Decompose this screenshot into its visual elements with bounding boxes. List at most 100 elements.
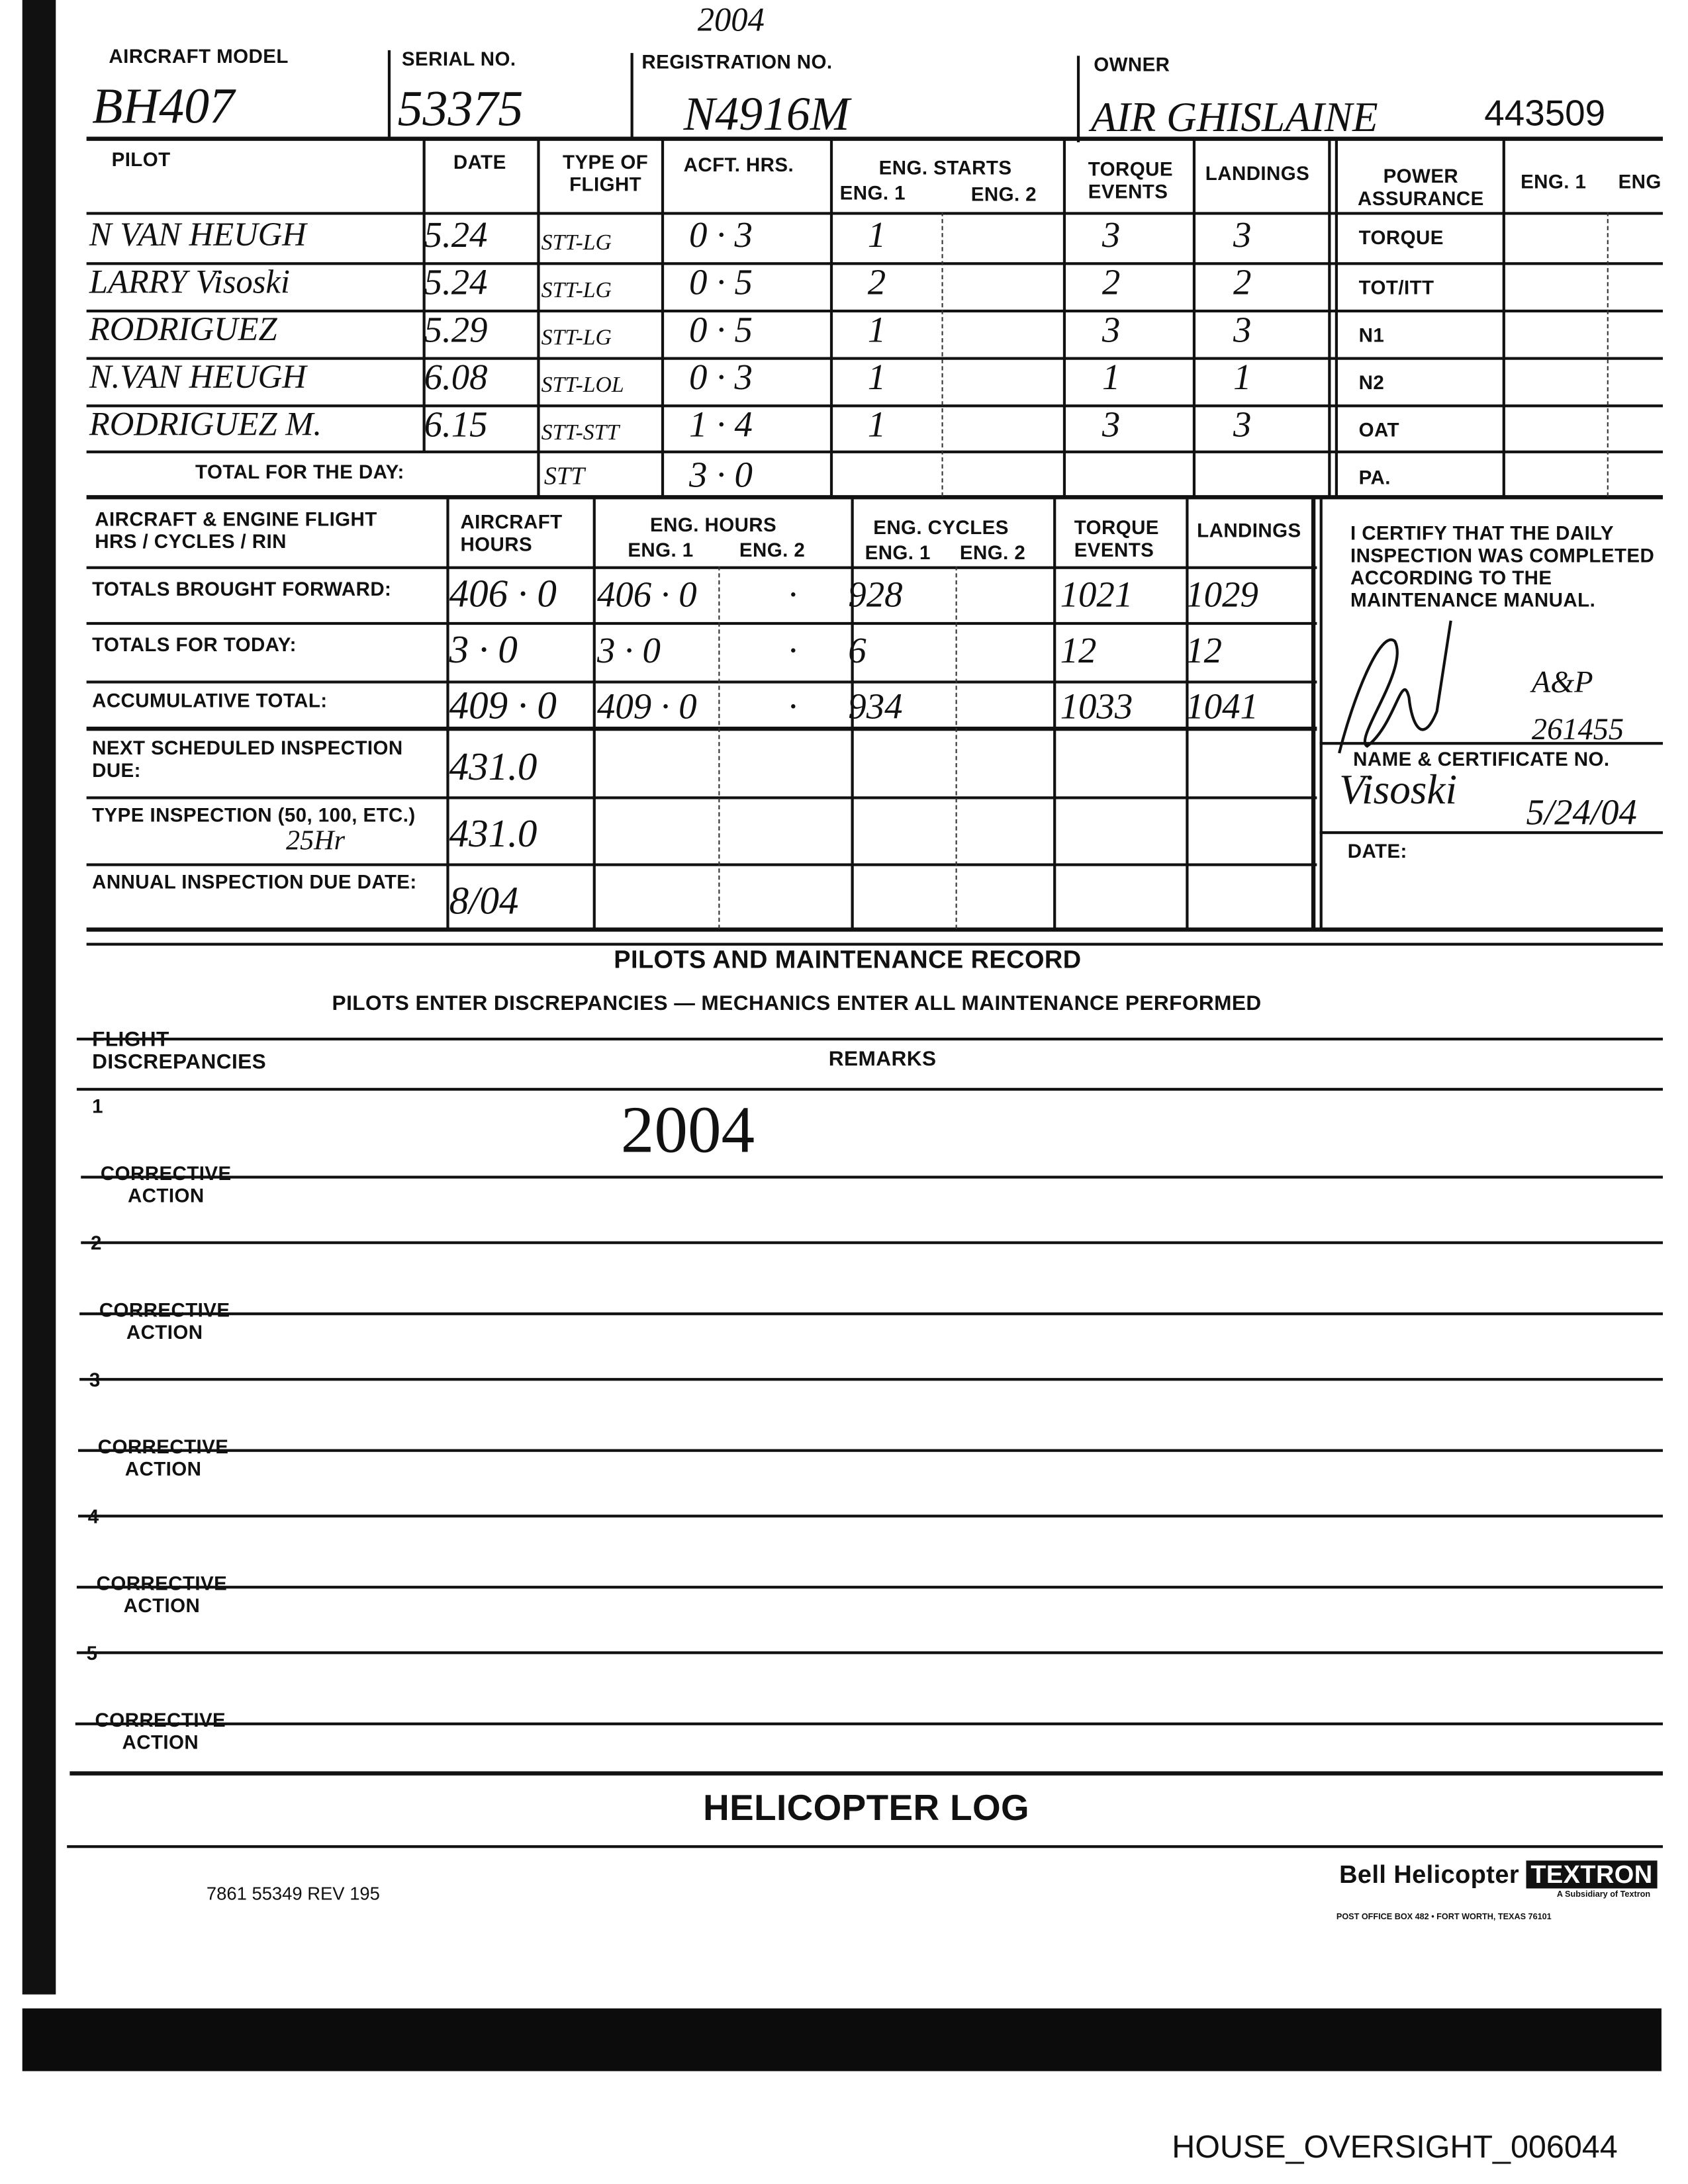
power-assurance-row-label: TOT/ITT xyxy=(1358,276,1434,298)
aircraft-hours-value: 406 · 0 xyxy=(449,573,557,617)
serial-no-label: SERIAL NO. xyxy=(401,47,516,70)
power-assurance-eng2-header: ENG xyxy=(1618,170,1662,193)
aircraft-hours-value: 3 · 0 xyxy=(449,629,518,672)
flight-date: 5.24 xyxy=(424,214,488,255)
brand-name: Bell Helicopter xyxy=(1339,1860,1520,1889)
eng-cycles-eng2-header: ENG. 2 xyxy=(959,541,1026,564)
flight-type: STT-STT xyxy=(541,421,620,445)
eng-hours-eng1-header: ENG. 1 xyxy=(628,538,694,561)
acft-hrs: 0 · 5 xyxy=(689,309,753,350)
corrective-action-label: CORRECTIVE ACTION xyxy=(95,1708,226,1754)
engine-landings-header: LANDINGS xyxy=(1197,518,1301,541)
power-assurance-row-label: N1 xyxy=(1358,323,1385,346)
flight-discrepancies-header: FLIGHT DISCREPANCIES xyxy=(92,1028,267,1074)
torque-events-header: TORQUE EVENTS xyxy=(1088,158,1173,203)
engine-torque-value: 1033 xyxy=(1060,686,1133,727)
corrective-action-label: CORRECTIVE ACTION xyxy=(97,1435,229,1480)
aircraft-hours-value: 431.0 xyxy=(449,746,538,790)
landings-header: LANDINGS xyxy=(1205,161,1310,185)
landings: 2 xyxy=(1233,262,1252,303)
eng-cycles-header: ENG. CYCLES xyxy=(873,516,1009,539)
registration-no-label: REGISTRATION NO. xyxy=(641,50,833,73)
aircraft-hours-header: AIRCRAFT HOURS xyxy=(460,510,563,555)
torque-events: 3 xyxy=(1102,214,1121,255)
landings: 3 xyxy=(1233,404,1252,445)
engine-row-label: TYPE INSPECTION (50, 100, ETC.) xyxy=(92,803,416,826)
engine-ec1-value: 934 xyxy=(848,686,903,727)
signature-annotation: A&P xyxy=(1531,664,1593,699)
engine-eh2-value: · xyxy=(788,630,798,671)
torque-events: 2 xyxy=(1102,262,1121,303)
pilot-name: RODRIGUEZ M. xyxy=(89,407,322,444)
eng1-starts: 2 xyxy=(867,262,886,303)
bates-number: HOUSE_OVERSIGHT_006044 xyxy=(1172,2128,1618,2165)
total-for-day-label: TOTAL FOR THE DAY: xyxy=(195,460,404,483)
flight-type: STT-LOL xyxy=(541,373,624,398)
aircraft-model-value: BH407 xyxy=(92,78,235,134)
inspector-name: Visoski xyxy=(1339,767,1458,813)
pilot-name: N.VAN HEUGH xyxy=(89,359,306,396)
engine-eh2-value: · xyxy=(788,574,798,615)
torque-events: 1 xyxy=(1102,357,1121,398)
eng1-starts: 1 xyxy=(867,357,886,398)
owner-label: OWNER xyxy=(1094,53,1170,75)
discrepancy-remark: 2004 xyxy=(620,1093,755,1167)
eng-cycles-eng1-header: ENG. 1 xyxy=(865,541,931,564)
owner-value: AIR GHISLAINE xyxy=(1090,95,1378,141)
engine-row-label: ACCUMULATIVE TOTAL: xyxy=(92,689,328,711)
engine-torque-value: 1021 xyxy=(1060,574,1133,615)
brand-box: TEXTRON xyxy=(1526,1860,1657,1889)
record-title: PILOTS AND MAINTENANCE RECORD xyxy=(614,945,1082,974)
flight-type: STT-LG xyxy=(541,326,612,350)
engine-row-label: ANNUAL INSPECTION DUE DATE: xyxy=(92,870,417,893)
date-label: DATE: xyxy=(1347,839,1407,862)
serial-no-value: 53375 xyxy=(397,81,524,137)
type-of-flight-header: TYPE OF FLIGHT xyxy=(563,150,649,196)
discrepancy-number: 3 xyxy=(89,1368,101,1391)
engine-landings-value: 12 xyxy=(1186,630,1223,671)
flight-date: 6.08 xyxy=(424,357,488,398)
scan-left-border xyxy=(22,0,56,1995)
power-assurance-row-label: OAT xyxy=(1358,418,1399,441)
landings: 1 xyxy=(1233,357,1252,398)
power-assurance-row-label: TORQUE xyxy=(1358,226,1444,249)
aircraft-hours-value: 8/04 xyxy=(449,880,519,924)
power-assurance-row-label: PA. xyxy=(1358,465,1391,488)
landings: 3 xyxy=(1233,214,1252,255)
torque-events: 3 xyxy=(1102,309,1121,350)
engine-row-label: TOTALS BROUGHT FORWARD: xyxy=(92,577,392,600)
subsidiary-text: A Subsidiary of Textron xyxy=(1556,1891,1651,1900)
scan-bottom-band xyxy=(22,2008,1662,2071)
eng-starts-eng2-header: ENG. 2 xyxy=(970,183,1037,205)
engine-landings-value: 1041 xyxy=(1186,686,1258,727)
bell-helicopter-logo: Bell Helicopter TEXTRON xyxy=(1339,1860,1657,1889)
certificate-number: 261455 xyxy=(1531,711,1624,747)
discrepancy-number: 2 xyxy=(90,1231,102,1254)
flight-date: 5.29 xyxy=(424,309,488,350)
total-type: STT xyxy=(543,461,585,490)
aircraft-hours-value: 431.0 xyxy=(449,813,538,856)
pilot-name: LARRY Visoski xyxy=(89,265,290,302)
flight-date: 5.24 xyxy=(424,262,488,303)
engine-eh1-value: 406 · 0 xyxy=(596,574,697,615)
power-assurance-eng1-header: ENG. 1 xyxy=(1521,170,1587,193)
eng-starts-header: ENG. STARTS xyxy=(878,156,1012,179)
eng-hours-eng2-header: ENG. 2 xyxy=(739,538,806,561)
landings: 3 xyxy=(1233,309,1252,350)
pilot-name: RODRIGUEZ xyxy=(89,312,277,349)
helicopter-log-title: HELICOPTER LOG xyxy=(703,1786,1030,1829)
eng1-starts: 1 xyxy=(867,404,886,445)
engine-ec1-value: 928 xyxy=(848,574,903,615)
engine-table-label-header: AIRCRAFT & ENGINE FLIGHT HRS / CYCLES / … xyxy=(95,508,377,553)
corrective-action-label: CORRECTIVE ACTION xyxy=(96,1572,228,1617)
total-hrs: 3 · 0 xyxy=(689,455,753,496)
date-header: DATE xyxy=(453,150,506,173)
engine-torque-value: 12 xyxy=(1060,630,1097,671)
discrepancy-number: 1 xyxy=(92,1095,103,1118)
acft-hrs: 0 · 5 xyxy=(689,262,753,303)
discrepancy-number: 4 xyxy=(87,1504,99,1527)
acft-hrs-header: ACFT. HRS. xyxy=(683,153,794,176)
corrective-action-label: CORRECTIVE ACTION xyxy=(100,1161,232,1206)
top-scribble: 2004 xyxy=(697,3,765,40)
